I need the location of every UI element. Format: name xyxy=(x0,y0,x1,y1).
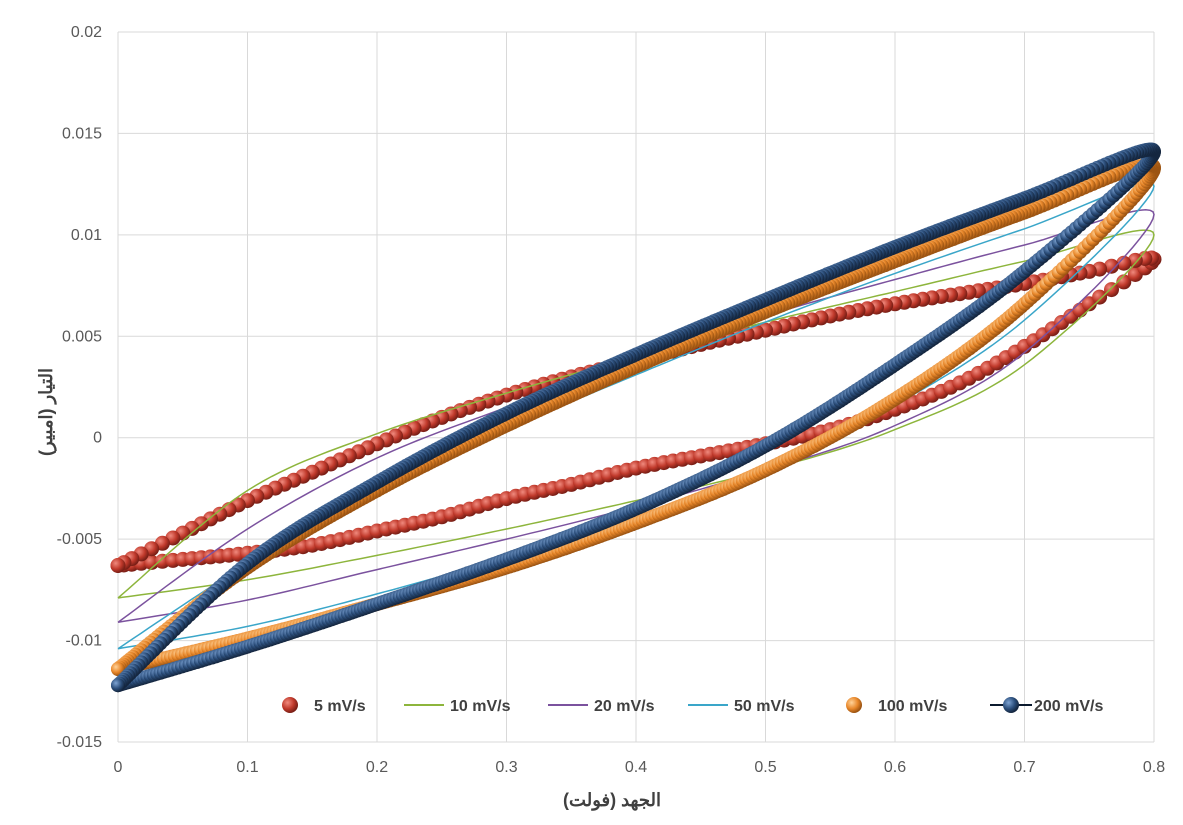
x-tick-label: 0.6 xyxy=(884,759,906,776)
y-tick-label: 0 xyxy=(93,430,102,447)
data-point xyxy=(1116,255,1132,271)
x-axis-ticks: 0 0.1 0.2 0.3 0.4 0.5 0.6 0.7 0.8 xyxy=(114,759,1166,776)
y-tick-label: -0.005 xyxy=(57,531,102,548)
series-line xyxy=(117,209,1155,624)
x-tick-label: 0.7 xyxy=(1013,759,1035,776)
legend-label: 200 mV/s xyxy=(1034,698,1103,715)
legend-entry: 100 mV/s xyxy=(846,697,947,715)
x-tick-label: 0.4 xyxy=(625,759,647,776)
y-axis-title: التيار (امبير) xyxy=(36,368,57,456)
y-tick-label: -0.01 xyxy=(66,633,103,650)
legend-entry: 20 mV/s xyxy=(548,698,655,715)
data-point xyxy=(1127,252,1143,268)
legend: 5 mV/s 10 mV/s 20 mV/s 50 mV/s 100 mV/s 200 m… xyxy=(282,697,1103,715)
legend-swatch xyxy=(282,697,298,713)
legend-swatch xyxy=(1003,697,1019,713)
legend-label: 10 mV/s xyxy=(450,698,511,715)
series-200-mv-s xyxy=(111,142,1161,693)
series-10-mv-s xyxy=(117,229,1155,599)
x-tick-label: 0.3 xyxy=(495,759,517,776)
y-tick-label: 0.005 xyxy=(62,328,102,345)
x-tick-label: 0.1 xyxy=(236,759,258,776)
y-tick-label: 0.02 xyxy=(71,24,102,41)
x-axis-title: الجهد (فولت) xyxy=(563,790,661,811)
x-tick-label: 0 xyxy=(114,759,123,776)
data-point xyxy=(1104,282,1119,298)
y-tick-label: 0.015 xyxy=(62,125,102,142)
y-tick-label: -0.015 xyxy=(57,734,102,751)
data-point xyxy=(144,554,160,570)
legend-swatch xyxy=(846,697,862,713)
plot-area xyxy=(110,142,1162,693)
legend-label: 50 mV/s xyxy=(734,698,795,715)
legend-entry: 5 mV/s xyxy=(282,697,366,715)
series-20-mv-s xyxy=(117,209,1155,624)
x-tick-label: 0.8 xyxy=(1143,759,1165,776)
legend-label: 20 mV/s xyxy=(594,698,655,715)
data-point xyxy=(1092,289,1108,305)
x-tick-label: 0.5 xyxy=(754,759,776,776)
legend-entry: 50 mV/s xyxy=(688,698,795,715)
series-line xyxy=(117,229,1155,599)
legend-entry: 10 mV/s xyxy=(404,698,511,715)
legend-label: 5 mV/s xyxy=(314,698,366,715)
legend-label: 100 mV/s xyxy=(878,698,947,715)
y-axis-ticks: 0.02 0.015 0.01 0.005 0 -0.005 -0.01 -0.015 xyxy=(57,24,102,751)
legend-entry: 200 mV/s xyxy=(990,697,1103,715)
data-point xyxy=(111,678,125,693)
data-point xyxy=(1104,258,1119,274)
x-tick-label: 0.2 xyxy=(366,759,388,776)
data-point xyxy=(110,558,126,573)
data-point xyxy=(1116,274,1132,290)
y-tick-label: 0.01 xyxy=(71,227,102,244)
